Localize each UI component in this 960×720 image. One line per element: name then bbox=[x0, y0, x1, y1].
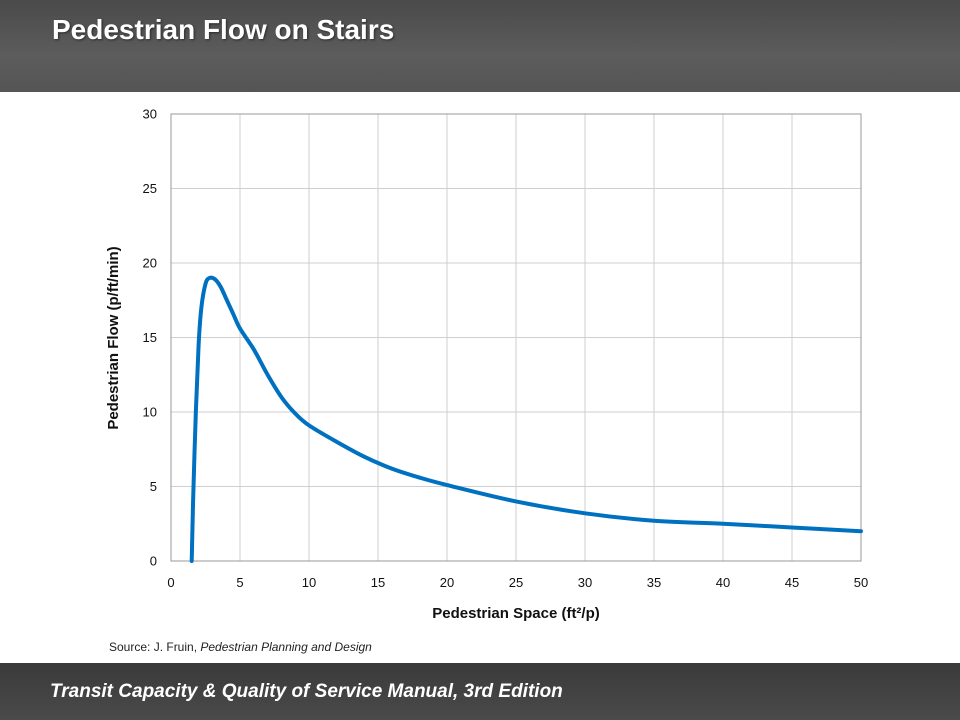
y-tick-label: 15 bbox=[143, 330, 157, 345]
x-tick-label: 0 bbox=[167, 575, 174, 590]
flow-curve-line bbox=[189, 275, 863, 563]
x-tick-label: 20 bbox=[440, 575, 454, 590]
footer-bar: Transit Capacity & Quality of Service Ma… bbox=[0, 663, 960, 720]
source-note: Source: J. Fruin, Pedestrian Planning an… bbox=[109, 640, 372, 654]
y-tick-label: 30 bbox=[143, 107, 157, 122]
series bbox=[189, 275, 863, 563]
y-tick-label: 0 bbox=[150, 554, 157, 569]
y-tick-label: 20 bbox=[143, 256, 157, 271]
x-tick-label: 35 bbox=[647, 575, 661, 590]
x-tick-label: 45 bbox=[785, 575, 799, 590]
x-tick-label: 15 bbox=[371, 575, 385, 590]
plot-area-frame bbox=[170, 113, 862, 562]
tick-labels: 0 5 10 15 20 25 30 35 40 45 50 0 5 10 15 20 25 30 bbox=[143, 107, 869, 591]
x-tick-label: 30 bbox=[578, 575, 592, 590]
pedestrian-flow-chart: 0 5 10 15 20 25 30 35 40 45 50 0 5 10 15 20 25 30 Pedestr… bbox=[105, 107, 869, 623]
x-tick-label: 25 bbox=[509, 575, 523, 590]
source-prefix: Source: J. Fruin, bbox=[109, 640, 201, 654]
x-tick-label: 5 bbox=[236, 575, 243, 590]
x-axis-label: Pedestrian Space (ft²/p) bbox=[432, 605, 600, 622]
grid bbox=[170, 113, 862, 562]
x-tick-label: 10 bbox=[302, 575, 316, 590]
slide-title: Pedestrian Flow on Stairs bbox=[52, 14, 395, 45]
y-axis-label: Pedestrian Flow (p/ft/min) bbox=[105, 246, 122, 429]
x-tick-label: 40 bbox=[716, 575, 730, 590]
footer-text: Transit Capacity & Quality of Service Ma… bbox=[50, 681, 563, 702]
y-tick-label: 10 bbox=[143, 405, 157, 420]
y-tick-label: 25 bbox=[143, 181, 157, 196]
y-tick-label: 5 bbox=[150, 479, 157, 494]
title-bar: Pedestrian Flow on Stairs bbox=[0, 0, 960, 92]
x-tick-label: 50 bbox=[854, 575, 868, 590]
source-title: Pedestrian Planning and Design bbox=[200, 640, 372, 654]
